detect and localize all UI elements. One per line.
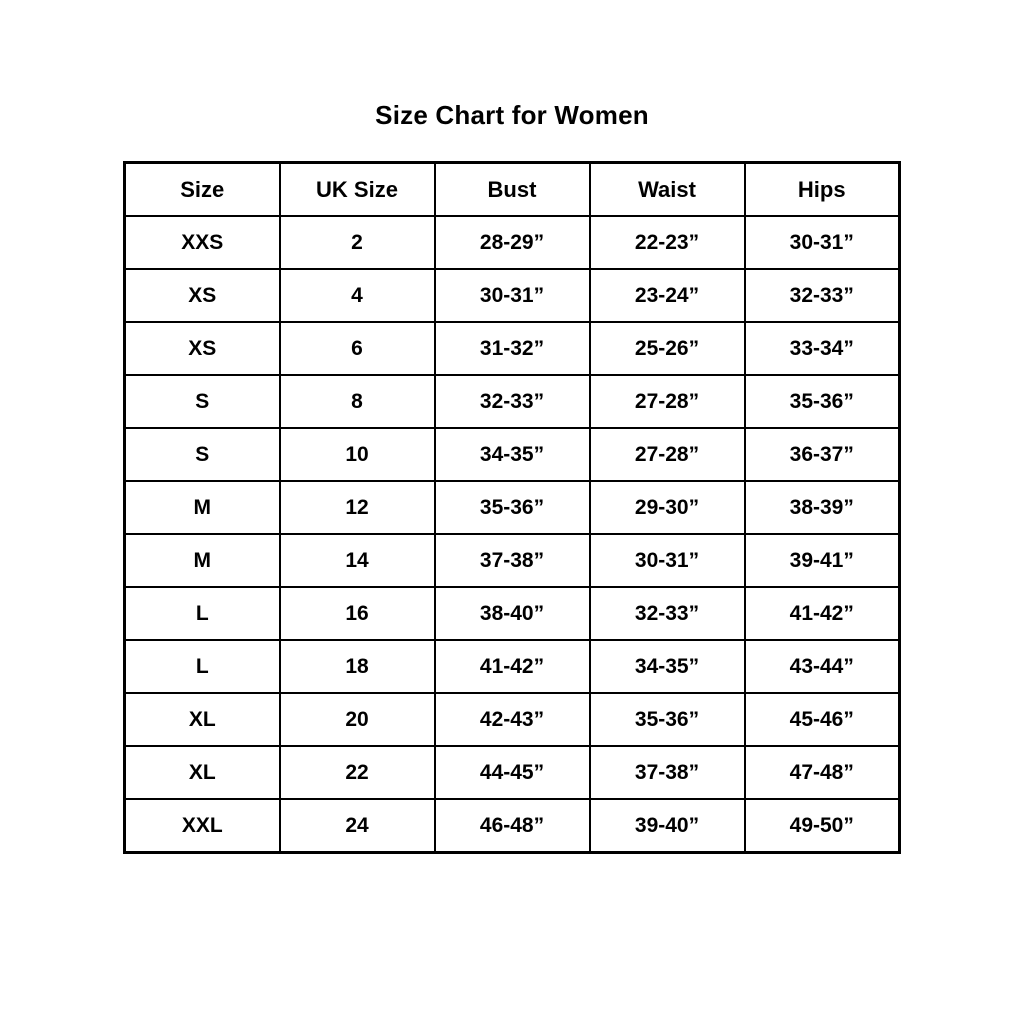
size-cell: M xyxy=(123,533,281,588)
table-header: Size UK Size Bust Waist Hips xyxy=(123,161,901,217)
uk-size-cell: 24 xyxy=(278,798,436,854)
uk-size-cell: 20 xyxy=(278,692,436,747)
bust-cell: 32-33” xyxy=(433,374,591,429)
uk-size-cell: 14 xyxy=(278,533,436,588)
waist-cell: 35-36” xyxy=(588,692,746,747)
hips-cell: 47-48” xyxy=(743,745,901,800)
bust-cell: 31-32” xyxy=(433,321,591,376)
waist-cell: 32-33” xyxy=(588,586,746,641)
column-header-hips: Hips xyxy=(743,161,901,217)
waist-cell: 22-23” xyxy=(588,215,746,270)
size-cell: XXS xyxy=(123,215,281,270)
uk-size-cell: 16 xyxy=(278,586,436,641)
column-header-size: Size xyxy=(123,161,281,217)
header-row: Size UK Size Bust Waist Hips xyxy=(123,161,901,217)
bust-cell: 34-35” xyxy=(433,427,591,482)
hips-cell: 36-37” xyxy=(743,427,901,482)
hips-cell: 41-42” xyxy=(743,586,901,641)
uk-size-cell: 2 xyxy=(278,215,436,270)
bust-cell: 35-36” xyxy=(433,480,591,535)
uk-size-cell: 8 xyxy=(278,374,436,429)
waist-cell: 25-26” xyxy=(588,321,746,376)
table-body: XXS 2 28-29” 22-23” 30-31” XS 4 30-31” 2… xyxy=(123,215,901,854)
table-row: XL 20 42-43” 35-36” 45-46” xyxy=(123,692,901,747)
waist-cell: 39-40” xyxy=(588,798,746,854)
size-chart-table: Size UK Size Bust Waist Hips XXS 2 28-29… xyxy=(123,161,901,854)
waist-cell: 27-28” xyxy=(588,427,746,482)
size-cell: L xyxy=(123,639,281,694)
table-row: XXS 2 28-29” 22-23” 30-31” xyxy=(123,215,901,270)
table-row: XS 6 31-32” 25-26” 33-34” xyxy=(123,321,901,376)
size-cell: XL xyxy=(123,745,281,800)
table-row: XXL 24 46-48” 39-40” 49-50” xyxy=(123,798,901,854)
bust-cell: 44-45” xyxy=(433,745,591,800)
table-row: XL 22 44-45” 37-38” 47-48” xyxy=(123,745,901,800)
bust-cell: 42-43” xyxy=(433,692,591,747)
size-cell: S xyxy=(123,427,281,482)
uk-size-cell: 10 xyxy=(278,427,436,482)
table-row: S 8 32-33” 27-28” 35-36” xyxy=(123,374,901,429)
size-cell: XS xyxy=(123,268,281,323)
bust-cell: 30-31” xyxy=(433,268,591,323)
hips-cell: 39-41” xyxy=(743,533,901,588)
hips-cell: 38-39” xyxy=(743,480,901,535)
hips-cell: 33-34” xyxy=(743,321,901,376)
page-title: Size Chart for Women xyxy=(375,100,649,130)
waist-cell: 37-38” xyxy=(588,745,746,800)
table-row: L 18 41-42” 34-35” 43-44” xyxy=(123,639,901,694)
size-cell: XXL xyxy=(123,798,281,854)
column-header-waist: Waist xyxy=(588,161,746,217)
bust-cell: 41-42” xyxy=(433,639,591,694)
hips-cell: 49-50” xyxy=(743,798,901,854)
bust-cell: 38-40” xyxy=(433,586,591,641)
hips-cell: 35-36” xyxy=(743,374,901,429)
size-cell: M xyxy=(123,480,281,535)
uk-size-cell: 22 xyxy=(278,745,436,800)
uk-size-cell: 6 xyxy=(278,321,436,376)
waist-cell: 29-30” xyxy=(588,480,746,535)
column-header-bust: Bust xyxy=(433,161,591,217)
table-row: S 10 34-35” 27-28” 36-37” xyxy=(123,427,901,482)
size-cell: L xyxy=(123,586,281,641)
waist-cell: 27-28” xyxy=(588,374,746,429)
table-row: M 12 35-36” 29-30” 38-39” xyxy=(123,480,901,535)
hips-cell: 30-31” xyxy=(743,215,901,270)
waist-cell: 34-35” xyxy=(588,639,746,694)
hips-cell: 45-46” xyxy=(743,692,901,747)
uk-size-cell: 18 xyxy=(278,639,436,694)
table-row: XS 4 30-31” 23-24” 32-33” xyxy=(123,268,901,323)
waist-cell: 23-24” xyxy=(588,268,746,323)
size-cell: XS xyxy=(123,321,281,376)
uk-size-cell: 4 xyxy=(278,268,436,323)
column-header-uk-size: UK Size xyxy=(278,161,436,217)
table-row: L 16 38-40” 32-33” 41-42” xyxy=(123,586,901,641)
hips-cell: 32-33” xyxy=(743,268,901,323)
size-cell: S xyxy=(123,374,281,429)
size-cell: XL xyxy=(123,692,281,747)
bust-cell: 37-38” xyxy=(433,533,591,588)
bust-cell: 46-48” xyxy=(433,798,591,854)
uk-size-cell: 12 xyxy=(278,480,436,535)
table-row: M 14 37-38” 30-31” 39-41” xyxy=(123,533,901,588)
hips-cell: 43-44” xyxy=(743,639,901,694)
bust-cell: 28-29” xyxy=(433,215,591,270)
waist-cell: 30-31” xyxy=(588,533,746,588)
